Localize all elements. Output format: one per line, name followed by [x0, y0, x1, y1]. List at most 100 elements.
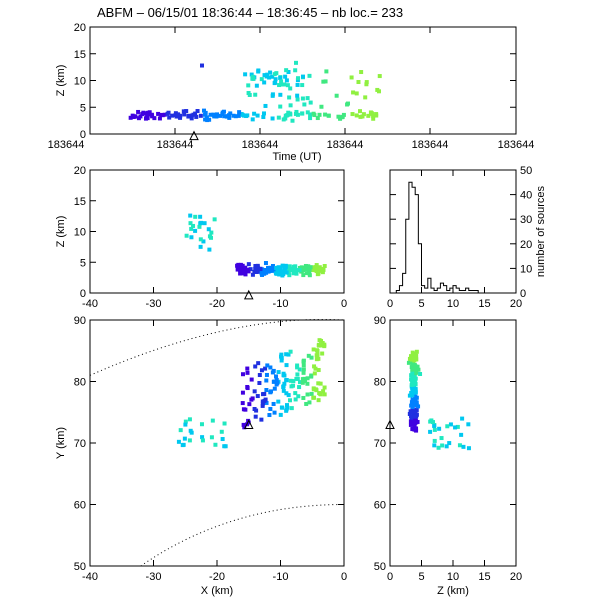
plan-view-point [321, 389, 326, 394]
time-height-point [278, 75, 283, 80]
plan-view-xlabel: X (km) [201, 585, 233, 597]
plan-view-ytick-label: 60 [74, 500, 86, 512]
z-y-view-point [432, 443, 437, 448]
x-height-point [306, 264, 311, 269]
time-height-point [176, 112, 181, 117]
plan-view-point [183, 422, 188, 427]
x-height-point [307, 271, 312, 276]
plan-view-point [268, 390, 273, 395]
x-height-point [207, 247, 212, 252]
x-height-point [253, 266, 258, 271]
plan-view-point [259, 417, 264, 422]
plan-view-point [210, 418, 215, 423]
plan-view-point [278, 412, 283, 417]
plan-view-point [284, 391, 289, 396]
x-height-point [263, 261, 268, 266]
z-y-view-xlabel: Z (km) [437, 585, 469, 597]
x-height-point [274, 265, 279, 270]
time-height-point [250, 117, 255, 122]
time-height-point [162, 112, 167, 117]
plan-view-point [275, 381, 280, 386]
plan-view-point [180, 443, 185, 448]
z-y-view-point [409, 377, 414, 382]
x-height-point [238, 271, 243, 276]
plan-view-point [314, 353, 319, 358]
time-height-point [184, 109, 189, 114]
plan-view-point [259, 368, 264, 373]
z-y-view-ytick-label: 60 [374, 500, 386, 512]
z-y-view-point [413, 399, 418, 404]
plan-view-point [264, 378, 269, 383]
x-height-xtick-label: 0 [341, 298, 347, 310]
x-height-point [212, 217, 217, 222]
z-y-view-point [437, 426, 442, 431]
time-height-ylabel: Z (km) [55, 65, 67, 97]
plan-view-point [284, 407, 289, 412]
time-height-point [267, 75, 272, 80]
time-height-point [319, 104, 324, 109]
time-height-point [349, 75, 354, 80]
time-height-point [249, 72, 254, 77]
plan-view-point [257, 373, 262, 378]
z-y-view-xtick-label: 20 [510, 571, 522, 583]
z-y-view-point [416, 367, 421, 372]
time-height-point [194, 114, 199, 119]
x-height-point [253, 264, 258, 269]
time-height-point [145, 115, 150, 120]
z-y-view-point [460, 416, 465, 421]
x-height-point [287, 273, 292, 278]
x-height-point [293, 264, 298, 269]
time-height-point [152, 116, 157, 121]
x-height-point [280, 263, 285, 268]
x-height-point [274, 271, 279, 276]
time-height-point [145, 112, 150, 117]
z-y-view-point [414, 395, 419, 400]
time-height-point [293, 68, 298, 73]
z-y-view-point [412, 414, 417, 419]
plan-view-point [318, 381, 323, 386]
z-y-view-point [410, 397, 415, 402]
time-height-point [255, 113, 260, 118]
z-y-view-point [409, 365, 414, 370]
x-height-point [259, 269, 264, 274]
time-height-point [221, 109, 226, 114]
z-y-view-xtick-label: 5 [418, 571, 424, 583]
plan-view-point [291, 379, 296, 384]
time-height-point [323, 112, 328, 117]
plan-view-point [311, 386, 316, 391]
z-y-view-point [410, 357, 415, 362]
time-height-point [133, 114, 138, 119]
time-height-point [308, 116, 313, 121]
time-height-point [363, 95, 368, 100]
time-height-point [231, 113, 236, 118]
z-y-view-point [412, 387, 417, 392]
z-y-view-point [412, 422, 417, 427]
histogram-ytick-label: 30 [520, 214, 532, 226]
time-height-point [350, 112, 355, 117]
plan-view-point [305, 381, 310, 386]
plan-view-point [320, 351, 325, 356]
plan-view-point [199, 422, 204, 427]
plan-view-point [178, 428, 183, 433]
x-height-point [298, 265, 303, 270]
x-height-point [236, 265, 241, 270]
figure-title: ABFM – 06/15/01 18:36:44 – 18:36:45 – nb… [97, 5, 403, 20]
x-height-point [198, 221, 203, 226]
x-height-points [184, 213, 327, 278]
plan-view-point [260, 401, 265, 406]
z-y-view-ytick-label: 90 [374, 315, 386, 327]
x-height-point [304, 271, 309, 276]
z-y-view-point [406, 360, 411, 365]
plan-view-point [291, 383, 296, 388]
plan-view-point [268, 365, 273, 370]
time-height-point [369, 111, 374, 116]
time-height-point [202, 108, 207, 113]
plan-view-point [274, 374, 279, 379]
x-height-point [259, 271, 264, 276]
time-height-point [189, 113, 194, 118]
time-height-point [354, 91, 359, 96]
time-height-marker-icon [189, 130, 199, 141]
plan-view-point [282, 381, 287, 386]
time-height-point [312, 113, 317, 118]
plan-view-point [187, 438, 192, 443]
